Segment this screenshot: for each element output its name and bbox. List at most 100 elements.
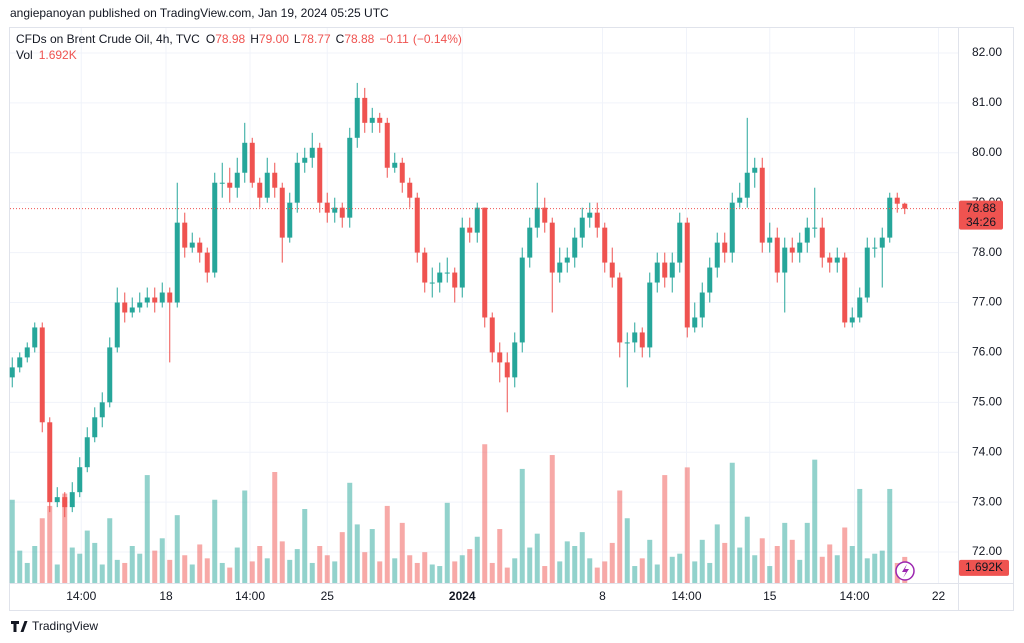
- candle-body: [182, 222, 188, 248]
- volume-bar: [849, 546, 855, 583]
- change: −0.11: [379, 32, 409, 46]
- candle-body: [407, 182, 413, 198]
- candle-body: [114, 302, 120, 348]
- volume-bar: [594, 567, 600, 583]
- volume-bar: [62, 493, 68, 583]
- candle-body: [257, 182, 263, 198]
- candle-body: [362, 97, 368, 123]
- volume-bar: [362, 552, 368, 583]
- candle-body: [152, 297, 158, 303]
- volume-bar: [107, 518, 113, 583]
- y-tick-label: 72.00: [972, 544, 1002, 558]
- volume-bar: [677, 553, 683, 583]
- volume-bar: [549, 455, 555, 583]
- volume-bar: [639, 558, 645, 583]
- y-tick-label: 81.00: [972, 95, 1002, 109]
- candle-body: [122, 302, 128, 313]
- volume-bar: [467, 549, 473, 583]
- volume-bar: [662, 475, 668, 583]
- volume-bar: [407, 555, 413, 583]
- volume-bar: [69, 547, 75, 583]
- candle-body: [624, 342, 630, 344]
- volume-bar: [519, 468, 525, 583]
- candle-body: [399, 162, 405, 183]
- x-tick-label: 18: [159, 589, 173, 603]
- volume-bar: [617, 490, 623, 583]
- volume-bar: [17, 550, 23, 583]
- candle-body: [204, 252, 210, 273]
- candle-body: [534, 207, 540, 228]
- volume-pane: [9, 444, 908, 583]
- candle-body: [774, 237, 780, 273]
- candle-body: [617, 277, 623, 343]
- volume-bar: [354, 524, 360, 583]
- volume-bar: [152, 550, 158, 583]
- candle-body: [212, 182, 218, 273]
- volume-bar: [227, 567, 233, 583]
- volume-bar: [797, 559, 803, 583]
- x-tick-label: 8: [599, 589, 606, 603]
- candle-body: [864, 247, 870, 298]
- volume-bar: [602, 561, 608, 583]
- volume-bar: [347, 482, 353, 583]
- y-tick-label: 75.00: [972, 394, 1002, 408]
- volume-bar: [264, 558, 270, 583]
- candle-body: [782, 247, 788, 273]
- countdown-label: 34:26: [966, 215, 996, 229]
- candle-body: [707, 267, 713, 293]
- volume-bar: [47, 505, 53, 583]
- candle-body: [819, 227, 825, 258]
- volume-bar: [437, 566, 443, 583]
- volume-bar: [339, 532, 345, 583]
- candle-body: [392, 162, 398, 168]
- candle-body: [279, 187, 285, 238]
- candle-body: [572, 237, 578, 258]
- volume-bar: [24, 562, 30, 583]
- candle-body: [452, 272, 458, 288]
- replay-icon[interactable]: [895, 561, 915, 581]
- volume-bar: [32, 546, 38, 583]
- candle-body: [107, 347, 113, 403]
- candle-body: [804, 227, 810, 243]
- volume-bar: [317, 546, 323, 583]
- candle-body: [309, 147, 315, 158]
- volume-bar: [249, 561, 255, 583]
- candle-body: [234, 172, 240, 188]
- candle-body: [579, 217, 585, 238]
- candle-body: [594, 212, 600, 228]
- volume-bar: [812, 459, 818, 583]
- volume-bar: [182, 555, 188, 583]
- volume-bar: [197, 544, 203, 583]
- candle-body: [437, 272, 443, 283]
- candle-body: [729, 202, 735, 253]
- volume-bar: [174, 515, 180, 583]
- volume-bar: [242, 490, 248, 583]
- volume-bar: [189, 564, 195, 583]
- candle-body: [489, 317, 495, 353]
- candle-body: [69, 492, 75, 508]
- brand: TradingView: [11, 619, 98, 633]
- candle-body: [684, 222, 690, 328]
- y-tick-label: 82.00: [972, 45, 1002, 59]
- candle-body: [767, 237, 773, 243]
- volume-bar: [392, 558, 398, 583]
- x-tick-label: 14:00: [66, 589, 96, 603]
- candle-body: [444, 272, 450, 274]
- volume-bar: [137, 553, 143, 583]
- candle-body: [167, 292, 173, 303]
- candle-body: [137, 302, 143, 308]
- volume-bar: [84, 530, 90, 583]
- candle-body: [677, 222, 683, 263]
- candle-body: [834, 257, 840, 263]
- candle-body: [287, 202, 293, 238]
- candle-body: [32, 327, 38, 348]
- x-tick-label: 15: [763, 589, 777, 603]
- candle-body: [429, 282, 435, 284]
- change-pct: (−0.14%): [413, 32, 462, 46]
- y-tick-label: 76.00: [972, 345, 1002, 359]
- candle-body: [9, 367, 15, 378]
- volume-bar: [692, 561, 698, 583]
- low-value: 78.77: [301, 32, 331, 46]
- volume-bar: [92, 542, 98, 583]
